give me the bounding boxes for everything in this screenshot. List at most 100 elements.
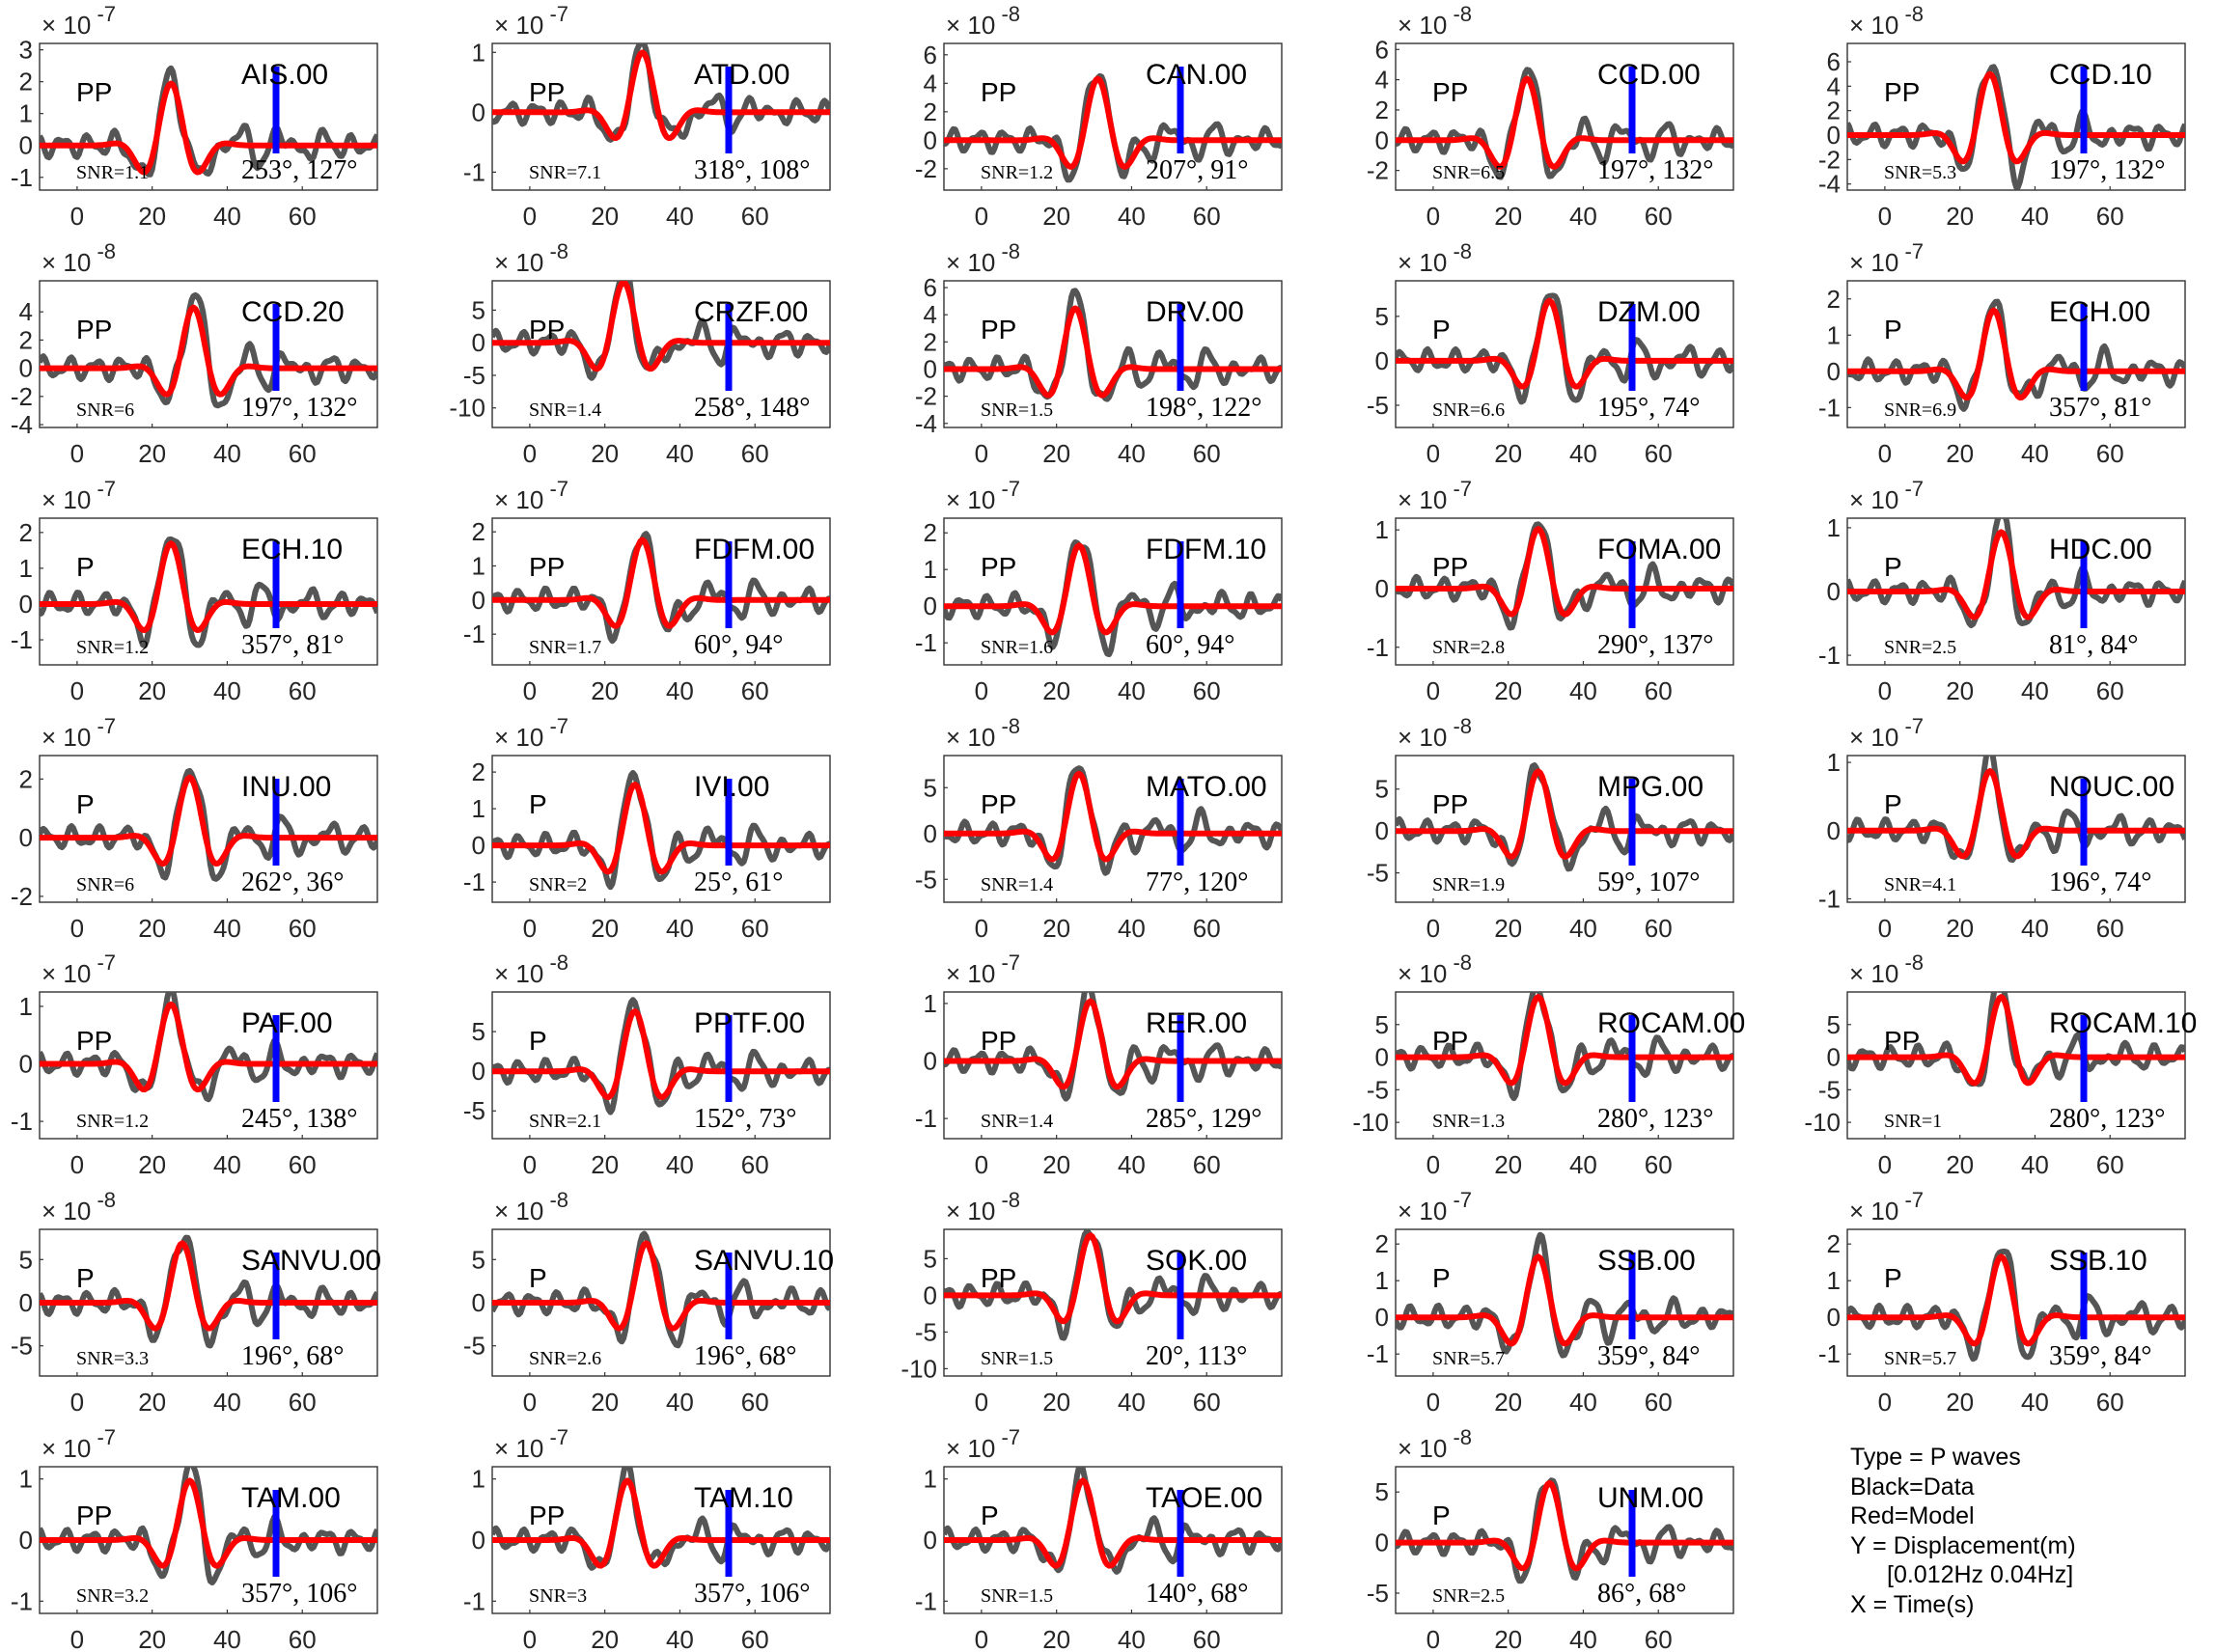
y-tick-label: -2 [11,882,33,911]
snr-label: SNR=1.5 [981,1585,1053,1607]
model-trace [40,1477,377,1569]
y-exponent-label: × 10 -8 [946,1188,1020,1225]
x-tick-label: 20 [1946,202,1974,231]
y-tick-label: -4 [915,409,937,438]
y-tick-label: 1 [19,99,33,128]
station-panel: 0 20 40 60 -5 0 5 × 10 -8 P SANVU.00 SNR=3.3 196°, … [11,1188,381,1417]
model-trace [1847,768,2185,860]
phase-label: PP [981,77,1016,107]
axes-frame [1395,1228,1734,1377]
station-panel: 0 20 40 60 -1 0 1 2 × 10 -7 P SSB.00 SNR=5.7 359°, 8… [1367,1188,1734,1417]
model-trace [40,304,377,398]
station-panel: 0 20 40 60 -10 -5 0 5 × 10 -8 PP ROCAM.00 SNR=1.3 28… [1352,950,1745,1179]
y-tick-label: 0 [19,131,33,160]
x-tick-label: 60 [741,1388,769,1417]
snr-label: SNR=1.7 [529,637,601,658]
angles-label: 245°, 138° [241,1104,357,1134]
y-tick-label: 1 [19,992,33,1021]
axes-frame [491,517,831,666]
station-panel: 0 20 40 60 -5 0 5 × 10 -8 P SANVU.10 SNR=2.6 196°, … [463,1188,834,1417]
y-tick-label: -1 [11,1107,33,1136]
station-panel: 0 20 40 60 -5 0 5 × 10 -8 P DZM.00 SNR=6.6 195°, 74… [1367,239,1734,468]
x-tick-label: 40 [213,202,241,231]
x-tick-label: 0 [70,1388,84,1417]
x-tick-label: 0 [523,1150,537,1179]
y-tick-label: 0 [924,354,937,383]
y-tick-label: 0 [1375,816,1389,845]
angles-label: 280°, 123° [1597,1104,1713,1134]
y-tick-label: -1 [915,1586,937,1615]
y-tick-label: 0 [1375,574,1389,603]
snr-label: SNR=6.9 [1884,399,1956,421]
model-trace [1396,526,1733,618]
y-exponent-label: × 10 -7 [1849,714,1924,752]
station-label: ECH.10 [241,534,343,565]
station-label: TAM.10 [694,1482,793,1514]
snr-label: SNR=2.6 [529,1348,601,1369]
x-tick-label: 40 [2021,202,2049,231]
data-trace [492,770,830,891]
angles-label: 359°, 84° [1597,1341,1700,1371]
y-exponent-label: × 10 -8 [42,1188,116,1225]
x-tick-label: 0 [975,1625,988,1652]
y-exponent-label: × 10 -7 [42,950,116,988]
snr-label: SNR=4.1 [1884,874,1956,895]
angles-label: 357°, 81° [241,630,344,660]
y-tick-label: 1 [19,1465,33,1494]
y-tick-label: -1 [463,1586,485,1615]
x-tick-label: 60 [1645,202,1673,231]
axes-frame [491,755,831,903]
y-exponent-label: × 10 -8 [946,239,1020,277]
x-tick-label: 20 [591,1388,619,1417]
y-tick-label: -5 [463,1332,485,1361]
angles-label: 152°, 73° [694,1104,796,1134]
x-tick-label: 40 [213,439,241,468]
x-tick-label: 60 [741,676,769,705]
y-exponent-label: × 10 -7 [946,477,1020,514]
y-tick-label: 0 [472,586,485,615]
x-tick-label: 0 [1427,439,1440,468]
x-tick-label: 0 [70,439,84,468]
y-tick-label: 1 [924,555,937,584]
y-tick-label: 0 [1375,1528,1389,1557]
snr-label: SNR=3.3 [76,1348,149,1369]
x-tick-label: 20 [591,914,619,943]
data-trace [40,1467,377,1585]
x-tick-label: 40 [1118,914,1146,943]
y-tick-label: -10 [1804,1108,1841,1137]
x-tick-label: 0 [523,676,537,705]
model-trace [492,537,830,629]
snr-label: SNR=6.6 [1432,399,1505,421]
phase-label: PP [981,1263,1016,1293]
station-label: SANVU.10 [694,1245,834,1277]
station-panel: 0 20 40 60 -1 0 1 × 10 -7 PP TAM.00 SNR=3.2 357°, 1… [11,1425,378,1652]
y-tick-label: 2 [924,97,937,126]
snr-label: SNR=1.5 [981,399,1053,421]
y-tick-label: 0 [19,1288,33,1317]
data-trace [40,992,377,1103]
x-tick-label: 40 [213,676,241,705]
y-exponent-label: × 10 -7 [42,477,116,514]
station-panel: 0 20 40 60 -1 0 1 × 10 -7 PP ATD.00 SNR=7.1 318°, 1… [463,2,831,231]
model-trace [944,998,1282,1090]
x-tick-label: 20 [591,202,619,231]
axes-frame [39,42,378,191]
station-label: HDC.00 [2049,534,2152,565]
x-tick-label: 60 [289,1150,317,1179]
x-tick-label: 60 [2096,202,2124,231]
station-label: ECH.00 [2049,296,2150,328]
model-trace [40,540,377,633]
phase-label: PP [981,1026,1016,1056]
y-tick-label: -5 [463,361,485,390]
legend-data-color: Black=Data [1850,1473,1975,1501]
station-panel: 0 20 40 60 -1 0 1 × 10 -7 P TAOE.00 SNR=1.5 140°, 6… [915,1425,1283,1652]
y-exponent-label: × 10 -8 [1849,950,1924,988]
x-tick-label: 60 [1193,202,1221,231]
x-tick-label: 40 [1118,439,1146,468]
x-tick-label: 0 [1427,1150,1440,1179]
y-tick-label: 2 [1827,96,1841,125]
x-tick-label: 60 [1645,1150,1673,1179]
x-tick-label: 20 [591,439,619,468]
x-tick-label: 20 [591,1625,619,1652]
y-tick-label: -2 [11,382,33,411]
